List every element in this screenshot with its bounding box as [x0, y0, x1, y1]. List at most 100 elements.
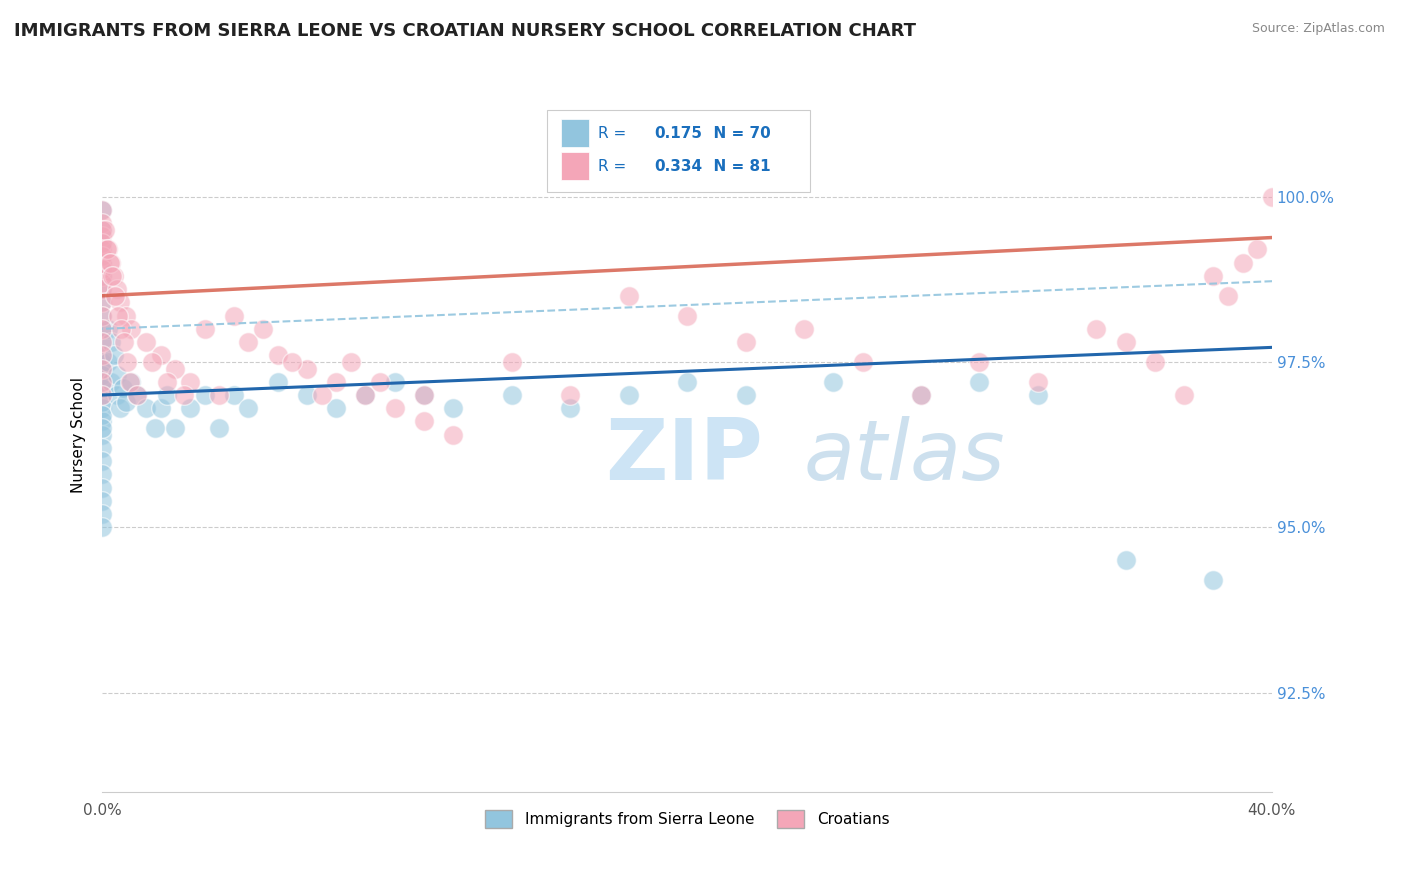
Point [441, 401, 464, 416]
Point [143, 421, 166, 435]
Point [110, 322, 132, 336]
Point [354, 388, 377, 402]
Point [1085, 322, 1108, 336]
Point [1173, 388, 1195, 402]
Point [368, 375, 391, 389]
Point [295, 388, 318, 402]
Point [222, 309, 245, 323]
Point [103, 348, 125, 362]
Point [91, 375, 114, 389]
Point [91, 202, 114, 217]
Point [295, 361, 318, 376]
Point [91, 361, 114, 376]
Point [141, 355, 163, 369]
Point [135, 334, 157, 349]
Point [325, 375, 347, 389]
Point [105, 368, 128, 383]
Point [910, 388, 932, 402]
Point [1202, 574, 1225, 588]
Point [1026, 388, 1049, 402]
Point [108, 401, 131, 416]
Point [105, 388, 128, 402]
Point [127, 388, 149, 402]
Point [91, 295, 114, 310]
Point [91, 309, 114, 323]
Point [165, 421, 187, 435]
Point [91, 222, 114, 236]
Point [384, 401, 406, 416]
Point [155, 388, 177, 402]
Point [91, 381, 114, 395]
Text: atlas: atlas [804, 416, 1005, 497]
Point [91, 322, 114, 336]
Point [91, 375, 114, 389]
Point [412, 388, 434, 402]
Point [91, 348, 114, 362]
Point [501, 355, 523, 369]
Point [91, 309, 114, 323]
Point [101, 268, 124, 283]
Point [91, 268, 114, 283]
Point [98, 255, 121, 269]
Point [94, 222, 117, 236]
Point [91, 441, 114, 455]
Point [127, 388, 149, 402]
Text: N = 81: N = 81 [703, 159, 770, 174]
Point [100, 334, 122, 349]
Point [91, 507, 114, 521]
Point [135, 401, 157, 416]
Point [1026, 375, 1049, 389]
Point [103, 268, 125, 283]
Y-axis label: Nursery School: Nursery School [72, 376, 86, 492]
Point [91, 454, 114, 468]
Point [339, 355, 361, 369]
Point [179, 401, 201, 416]
Point [91, 282, 114, 296]
Point [91, 262, 114, 277]
Point [91, 322, 114, 336]
Point [91, 348, 114, 362]
Point [208, 421, 231, 435]
Point [1115, 553, 1137, 567]
Point [91, 334, 114, 349]
Point [97, 322, 120, 336]
Point [91, 388, 114, 402]
Point [165, 361, 187, 376]
Point [91, 421, 114, 435]
Point [222, 388, 245, 402]
Point [100, 255, 122, 269]
FancyBboxPatch shape [547, 110, 810, 192]
Point [105, 282, 128, 296]
Point [734, 334, 756, 349]
Point [91, 268, 114, 283]
Point [108, 295, 131, 310]
Point [501, 388, 523, 402]
Point [112, 334, 135, 349]
Point [91, 481, 114, 495]
Point [851, 355, 873, 369]
Point [266, 348, 288, 362]
Point [100, 375, 122, 389]
Point [1216, 289, 1239, 303]
Text: 0.175: 0.175 [654, 126, 703, 141]
Point [412, 388, 434, 402]
Point [325, 401, 347, 416]
Point [412, 414, 434, 428]
Point [311, 388, 333, 402]
Point [155, 375, 177, 389]
Point [384, 375, 406, 389]
Point [1246, 243, 1268, 257]
Point [179, 375, 201, 389]
Point [97, 355, 120, 369]
Point [238, 401, 260, 416]
Point [91, 401, 114, 416]
Point [91, 520, 114, 534]
Point [617, 388, 640, 402]
Point [1202, 268, 1225, 283]
Point [91, 229, 114, 244]
Point [793, 322, 815, 336]
Point [91, 394, 114, 409]
Point [91, 235, 114, 250]
Point [91, 235, 114, 250]
Point [91, 368, 114, 383]
